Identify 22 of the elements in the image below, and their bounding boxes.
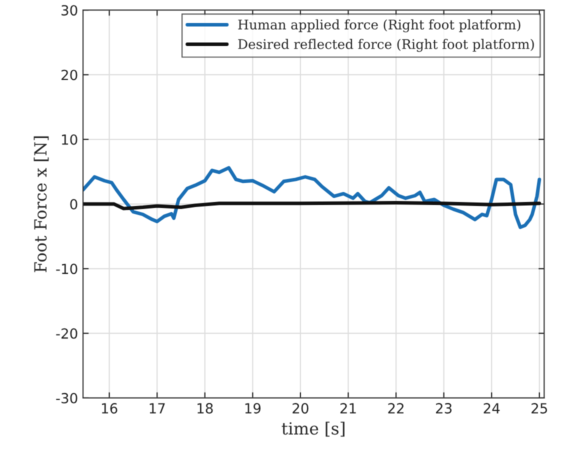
x-tick-label: 20 [292,403,308,414]
line-series [83,166,542,230]
x-tick-label: 25 [532,403,548,414]
x-tick-label: 19 [245,403,261,414]
y-tick-label: -30 [56,392,78,404]
y-tick-label: 20 [62,70,78,80]
y-axis-title: Foot Force x [N] [34,136,49,272]
y-tick-label: 30 [62,5,78,16]
y-tick-label: -20 [56,328,78,339]
y-tick-label: 0 [70,198,78,210]
y-tick-label: -10 [56,264,78,274]
x-axis-title: time [s] [282,422,344,437]
x-tick-label: 16 [102,403,118,414]
x-tick-label: 21 [340,403,356,414]
y-tick-label: 10 [62,134,78,145]
x-tick-label: 23 [436,403,452,414]
x-tick-label: 24 [484,403,500,414]
x-tick-label: 18 [198,403,213,414]
x-tick-label: 22 [388,403,404,414]
legend-label: Human applied force (Right foot platform) [238,19,520,32]
x-tick-label: 17 [150,403,165,414]
legend-label: Desired reflected force (Right foot platform) [238,38,534,52]
